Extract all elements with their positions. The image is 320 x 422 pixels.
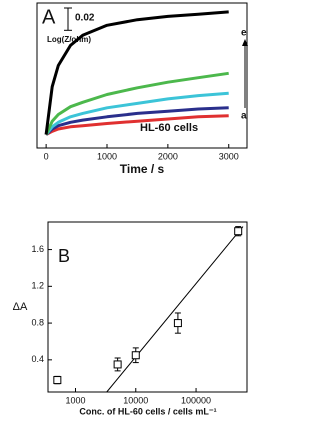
scale-bar-unit: Log(Z/ohm) — [47, 35, 91, 44]
point — [173, 319, 182, 328]
annotation: a — [241, 111, 247, 122]
curve — [45, 114, 229, 136]
curve — [44, 71, 229, 136]
arrow-head — [242, 39, 248, 46]
y-tick-label: 0.8 — [31, 317, 44, 327]
point — [53, 376, 62, 385]
frame-a — [36, 2, 248, 149]
curve — [44, 91, 229, 136]
point — [131, 351, 140, 360]
panel-label: A — [42, 6, 56, 28]
x-tick-label: 0 — [44, 151, 49, 161]
curve — [44, 10, 229, 135]
x-tick-label: 10000 — [123, 395, 148, 405]
fit-line — [106, 226, 244, 393]
y-tick-label: 1.2 — [31, 281, 44, 291]
x-tick-label: 1000 — [97, 151, 117, 161]
annotation: HL-60 cells — [140, 122, 198, 134]
frame-b — [47, 221, 248, 393]
scale-bar-label: 0.02 — [75, 13, 95, 24]
point — [113, 360, 122, 369]
y-tick-label: 1.6 — [31, 244, 44, 254]
y-tick-label: 0.4 — [31, 354, 44, 364]
annotation: e — [241, 28, 247, 39]
x-tick-label: 100000 — [181, 395, 211, 405]
curve — [45, 106, 229, 136]
x-axis-label: Time / s — [120, 162, 165, 176]
x-tick-label: 1000 — [65, 395, 85, 405]
x-tick-label: 2000 — [158, 151, 178, 161]
panel-label: B — [58, 246, 70, 266]
x-axis-label: Conc. of HL-60 cells / cells mL⁻¹ — [79, 406, 216, 416]
y-axis-label: ΔA — [13, 301, 28, 313]
figure: A B Time / s Conc. of HL-60 cells / cell… — [13, 2, 248, 416]
point — [234, 227, 243, 236]
x-tick-label: 3000 — [219, 151, 239, 161]
